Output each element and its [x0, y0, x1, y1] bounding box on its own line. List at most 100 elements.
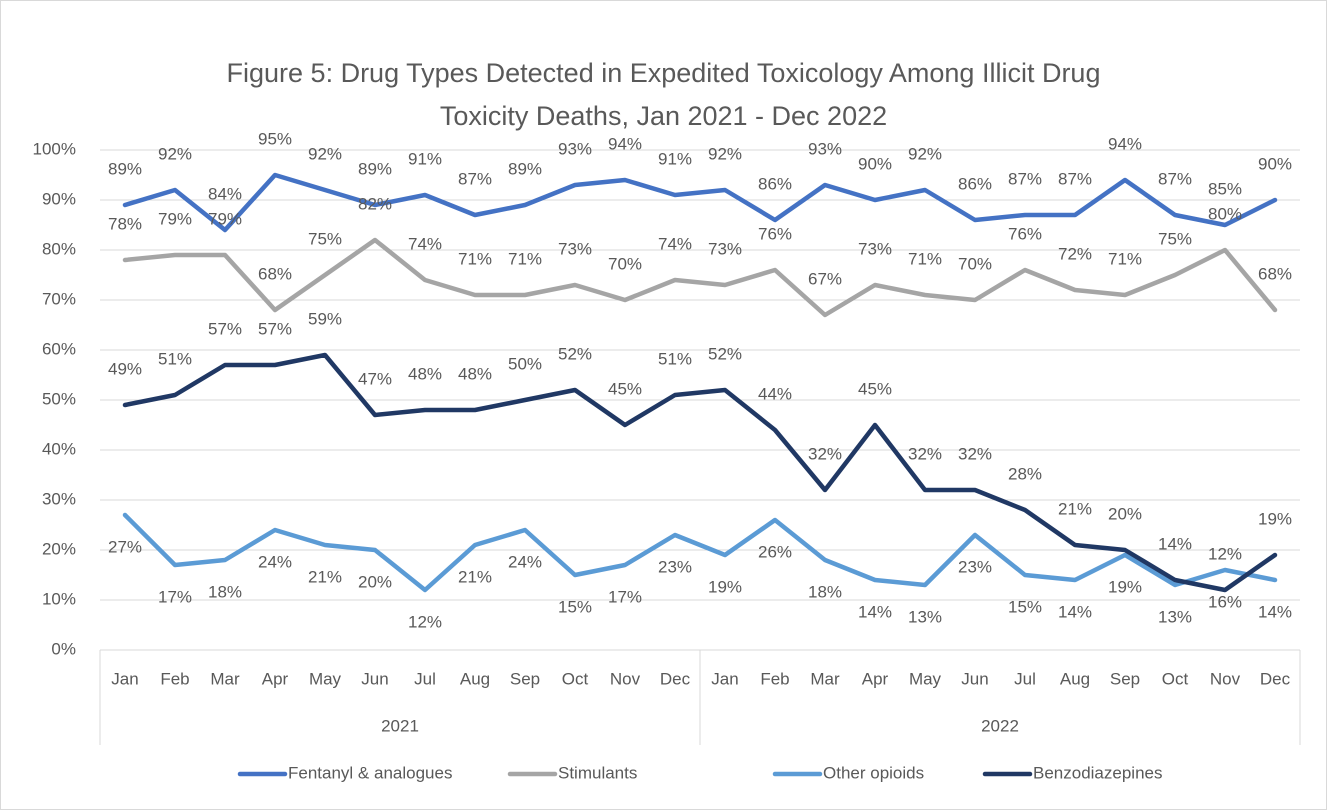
- data-label: 67%: [808, 269, 842, 288]
- data-label: 90%: [1258, 154, 1292, 173]
- data-label: 13%: [1158, 607, 1192, 626]
- x-tick-label: Feb: [760, 669, 789, 688]
- x-tick-label: Jan: [711, 669, 738, 688]
- x-tick-label: Feb: [160, 669, 189, 688]
- y-tick-label: 60%: [42, 339, 76, 358]
- data-label: 85%: [1208, 179, 1242, 198]
- data-label: 70%: [958, 254, 992, 273]
- legend-label: Other opioids: [823, 763, 924, 782]
- x-tick-label: Jul: [414, 669, 436, 688]
- group-label: 2021: [381, 716, 419, 735]
- data-label: 82%: [358, 194, 392, 213]
- x-tick-label: Aug: [1060, 669, 1090, 688]
- chart-title: Figure 5: Drug Types Detected in Expedit…: [226, 58, 1101, 131]
- data-label: 27%: [108, 537, 142, 556]
- x-tick-label: Nov: [1210, 669, 1241, 688]
- data-label: 87%: [458, 169, 492, 188]
- data-label: 76%: [758, 224, 792, 243]
- legend-label: Stimulants: [558, 763, 637, 782]
- data-label: 13%: [908, 607, 942, 626]
- x-tick-label: Oct: [562, 669, 589, 688]
- data-label: 20%: [1108, 504, 1142, 523]
- data-label: 45%: [858, 379, 892, 398]
- data-label: 92%: [708, 144, 742, 163]
- data-label: 92%: [908, 144, 942, 163]
- data-label: 74%: [408, 234, 442, 253]
- data-label: 93%: [808, 139, 842, 158]
- data-label: 87%: [1008, 169, 1042, 188]
- x-tick-label: Mar: [210, 669, 240, 688]
- legend-label: Benzodiazepines: [1033, 763, 1162, 782]
- data-label: 71%: [458, 249, 492, 268]
- x-tick-label: Jan: [111, 669, 138, 688]
- data-label: 73%: [558, 239, 592, 258]
- data-label: 32%: [958, 444, 992, 463]
- data-label: 15%: [1008, 597, 1042, 616]
- data-label: 94%: [608, 134, 642, 153]
- data-label: 21%: [458, 567, 492, 586]
- y-tick-label: 10%: [42, 589, 76, 608]
- data-label: 20%: [358, 572, 392, 591]
- data-label: 48%: [408, 364, 442, 383]
- y-tick-label: 70%: [42, 289, 76, 308]
- data-label: 16%: [1208, 592, 1242, 611]
- data-label: 14%: [1158, 534, 1192, 553]
- y-tick-label: 50%: [42, 389, 76, 408]
- data-label: 89%: [358, 159, 392, 178]
- data-label: 49%: [108, 359, 142, 378]
- data-label: 80%: [1208, 204, 1242, 223]
- data-label: 21%: [308, 567, 342, 586]
- x-tick-label: Aug: [460, 669, 490, 688]
- data-label: 45%: [608, 379, 642, 398]
- series-line: [122, 512, 1278, 593]
- series-line: [122, 237, 1278, 318]
- data-label: 24%: [258, 552, 292, 571]
- x-tick-label: Jun: [361, 669, 388, 688]
- data-label: 52%: [708, 344, 742, 363]
- data-label: 28%: [1008, 464, 1042, 483]
- data-label: 76%: [1008, 224, 1042, 243]
- data-label: 48%: [458, 364, 492, 383]
- data-label: 91%: [408, 149, 442, 168]
- data-label: 24%: [508, 552, 542, 571]
- data-label: 79%: [208, 209, 242, 228]
- y-tick-label: 100%: [33, 139, 76, 158]
- data-label: 89%: [108, 159, 142, 178]
- data-label: 71%: [1108, 249, 1142, 268]
- data-label: 44%: [758, 384, 792, 403]
- legend-label: Fentanyl & analogues: [288, 763, 452, 782]
- data-label: 32%: [808, 444, 842, 463]
- data-label: 73%: [708, 239, 742, 258]
- data-label: 59%: [308, 309, 342, 328]
- x-tick-label: Jun: [961, 669, 988, 688]
- data-label: 68%: [258, 264, 292, 283]
- data-label: 51%: [658, 349, 692, 368]
- data-label: 87%: [1058, 169, 1092, 188]
- data-label: 75%: [308, 229, 342, 248]
- data-label: 91%: [658, 149, 692, 168]
- data-label: 32%: [908, 444, 942, 463]
- series-line: [122, 172, 1278, 233]
- y-tick-label: 80%: [42, 239, 76, 258]
- data-label: 18%: [808, 582, 842, 601]
- data-label: 21%: [1058, 499, 1092, 518]
- data-label: 84%: [208, 184, 242, 203]
- data-label: 89%: [508, 159, 542, 178]
- data-label: 19%: [708, 577, 742, 596]
- data-label: 93%: [558, 139, 592, 158]
- x-tick-label: Sep: [510, 669, 540, 688]
- x-tick-label: Apr: [262, 669, 289, 688]
- data-label: 51%: [158, 349, 192, 368]
- x-tick-label: Oct: [1162, 669, 1189, 688]
- data-label: 73%: [858, 239, 892, 258]
- data-label: 47%: [358, 369, 392, 388]
- series-line: [122, 352, 1278, 593]
- data-label: 71%: [908, 249, 942, 268]
- data-label: 74%: [658, 234, 692, 253]
- y-tick-label: 0%: [51, 639, 76, 658]
- data-label: 14%: [858, 602, 892, 621]
- data-label: 18%: [208, 582, 242, 601]
- data-label: 14%: [1258, 602, 1292, 621]
- data-label: 92%: [158, 144, 192, 163]
- data-label: 15%: [558, 597, 592, 616]
